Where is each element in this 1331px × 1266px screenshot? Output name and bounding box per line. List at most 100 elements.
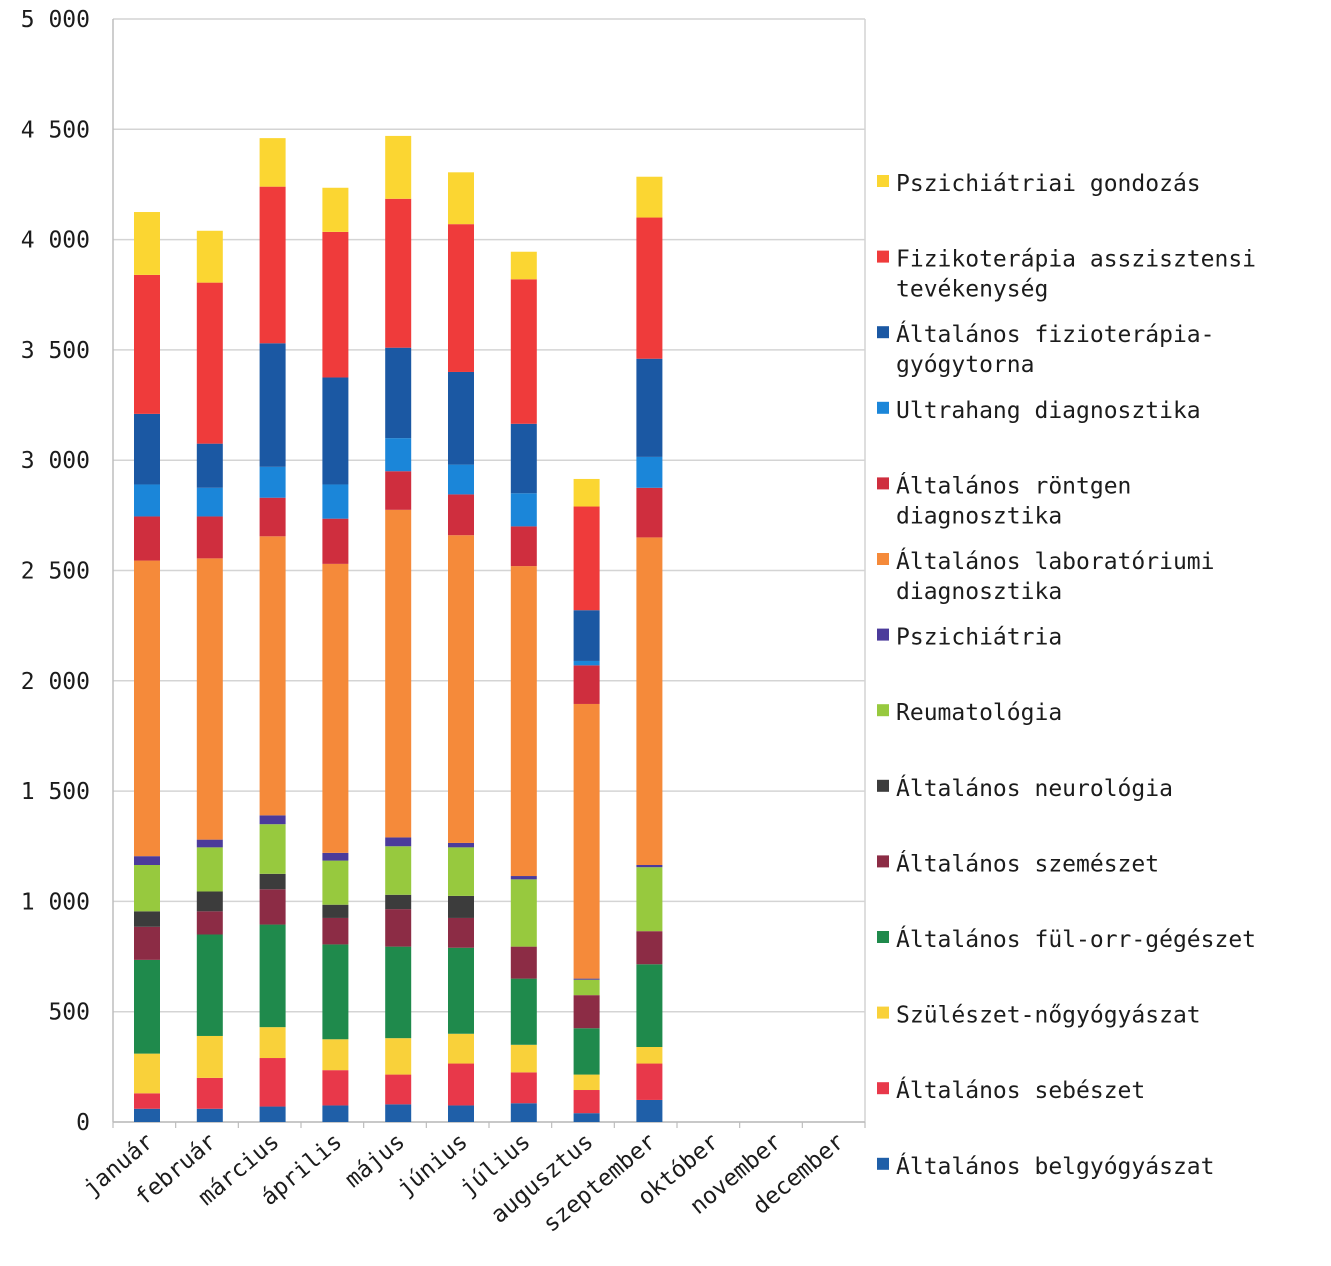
legend-label: Általános neurológia (896, 774, 1173, 802)
bar-segment (448, 917, 474, 948)
bar-segment (510, 876, 537, 880)
legend-item: Általános fizioterápia-gyógytorna (877, 320, 1215, 378)
bar-segment (448, 1033, 474, 1064)
legend-label: Általános röntgen (896, 471, 1131, 499)
legend-swatch (877, 628, 889, 641)
bar-segment (259, 1106, 286, 1122)
bar-segment (385, 909, 412, 947)
bar-segment (636, 1063, 663, 1100)
bar-segment (322, 944, 349, 1040)
bar-segment (134, 560, 160, 857)
legend-item: Általános röntgen diagnosztika (877, 471, 1131, 529)
legend-label: Általános fül-orr-gégészet (896, 925, 1256, 953)
legend-label: Pszichiátriai gondozás (896, 171, 1201, 197)
bar-segment (322, 484, 349, 519)
bar-segment (259, 1027, 286, 1059)
legend-item: Pszichiátriai gondozás (877, 171, 1201, 197)
legend-swatch (877, 1082, 889, 1095)
legend-label: Általános szemészet (896, 849, 1159, 877)
bar-segment (196, 230, 223, 283)
bar-segment (573, 506, 600, 611)
bar-segment (322, 231, 349, 378)
bar-segment (196, 847, 223, 892)
bar-segment (385, 1038, 412, 1075)
legend-label: Pszichiátria (896, 625, 1062, 651)
bar-segment (196, 934, 223, 1036)
bar-segment (448, 1063, 474, 1106)
bar-segment (573, 660, 600, 666)
bar-segment (636, 865, 663, 868)
y-tick-label: 3 500 (21, 338, 90, 364)
legend-swatch (877, 175, 889, 187)
bar-segment (510, 251, 537, 280)
y-tick-label: 5 000 (21, 7, 90, 33)
axes (112, 19, 866, 1128)
bar-segment (322, 377, 349, 485)
bar-segment (196, 443, 223, 488)
legend-item: Általános neurológia (877, 774, 1173, 802)
bar-segment (385, 471, 412, 510)
y-tick-label: 4 000 (21, 228, 90, 254)
bar-segment (573, 1074, 600, 1091)
bar-segment (636, 931, 663, 965)
bar-segment (385, 1074, 412, 1105)
bar-segment (573, 995, 600, 1029)
y-tick-label: 3 000 (21, 448, 90, 474)
bar-segment (636, 217, 663, 359)
bar-segment (259, 186, 286, 344)
bar-segment (322, 917, 349, 945)
bar-segment (259, 873, 286, 890)
bar-segment (259, 889, 286, 925)
bar-segment (134, 1053, 160, 1094)
bar-segment (322, 563, 349, 853)
bar-segment (636, 358, 663, 457)
legend-label: Általános belgyógyászat (896, 1152, 1215, 1180)
bar-segment (134, 1108, 160, 1122)
bar-segment (510, 423, 537, 494)
bar-segment (385, 198, 412, 348)
bar-segment (322, 1039, 349, 1071)
bar-segment (259, 343, 286, 467)
bar-segment (196, 891, 223, 912)
bar-segment (448, 224, 474, 372)
legend-item: Általános laboratóriumi diagnosztika (877, 547, 1215, 605)
y-tick-label: 500 (48, 1000, 90, 1026)
legend-item: Fizikoterápia asszisztensi tevékenység (877, 247, 1256, 303)
legend-item: Pszichiátria (877, 625, 1062, 651)
bar-segment (510, 526, 537, 567)
bar-segment (134, 212, 160, 275)
legend-item: Általános belgyógyászat (877, 1152, 1215, 1180)
legend-swatch (877, 477, 889, 490)
bar-segment (573, 979, 600, 996)
bar-segment (448, 535, 474, 843)
bar-segment (259, 138, 286, 187)
bar-segment (636, 176, 663, 218)
bar-segment (259, 497, 286, 537)
legend-label: diagnosztika (896, 503, 1062, 529)
bar-segment (134, 959, 160, 1054)
bar-segment (196, 516, 223, 559)
legend-swatch (877, 401, 889, 414)
bar-segment (573, 1028, 600, 1075)
legend-label: Általános laboratóriumi (896, 547, 1215, 575)
bar-segment (196, 1108, 223, 1122)
bar-segment (448, 172, 474, 225)
bar-segment (134, 274, 160, 414)
legend-label: Fizikoterápia asszisztensi (896, 247, 1256, 273)
bar-segment (322, 1105, 349, 1122)
bar-segment (196, 1077, 223, 1109)
bar-segment (322, 852, 349, 861)
legend-swatch (877, 855, 889, 868)
bar-segment (573, 1090, 600, 1114)
y-tick-label: 2 500 (21, 559, 90, 585)
bar-segment (134, 484, 160, 517)
bar-segment (385, 837, 412, 847)
legend-item: Általános fül-orr-gégészet (877, 925, 1256, 953)
legend-label: Reumatológia (896, 700, 1062, 726)
grid-lines (113, 18, 865, 1123)
legend-label: diagnosztika (896, 579, 1062, 605)
bar-segment (196, 1035, 223, 1078)
legend-item: Reumatológia (877, 700, 1062, 726)
legend-swatch (877, 704, 889, 717)
